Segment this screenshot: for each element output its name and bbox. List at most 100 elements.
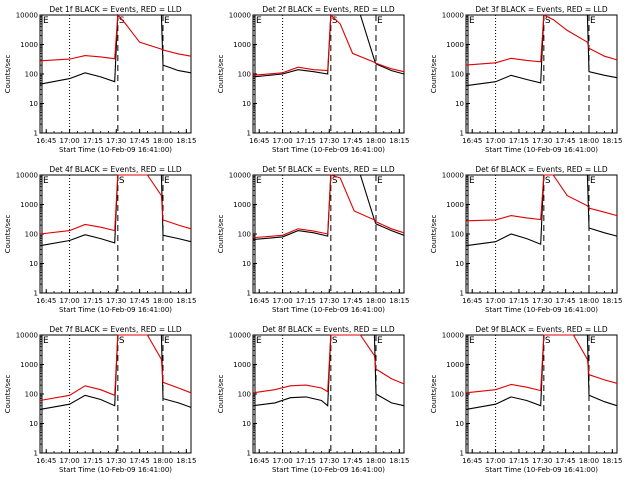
y-tick-label: 100	[25, 71, 38, 79]
x-tick-label: 17:00	[485, 457, 505, 465]
event-marker-label: E	[256, 336, 262, 346]
y-tick-label: 10000	[442, 172, 464, 180]
y-tick-label: 1000	[20, 41, 38, 49]
x-tick-label: 17:00	[59, 137, 79, 145]
x-tick-label: 18:15	[602, 457, 622, 465]
lld-series-line	[252, 174, 405, 239]
x-tick-label: 16:45	[462, 457, 482, 465]
x-tick-label: 17:30	[106, 457, 126, 465]
x-axis-label: Start Time (10-Feb-09 16:41:00)	[485, 306, 598, 314]
y-tick-label: 100	[238, 71, 251, 79]
y-tick-label: 1	[460, 450, 464, 458]
event-marker-label: S	[545, 336, 551, 346]
y-tick-label: 10000	[229, 12, 251, 20]
y-tick-label: 1000	[446, 201, 464, 209]
x-tick-label: 17:15	[509, 137, 529, 145]
x-tick-label: 18:15	[602, 137, 622, 145]
x-tick-label: 17:30	[319, 457, 339, 465]
panel-title: Det 8f BLACK = Events, RED = LLD	[262, 325, 395, 334]
event-marker-label: E	[164, 16, 170, 26]
event-marker-label: E	[590, 176, 596, 186]
event-marker-label: E	[43, 176, 49, 186]
events-series-line	[252, 174, 405, 241]
y-tick-label: 1	[247, 130, 251, 138]
x-tick-label: 17:30	[106, 297, 126, 305]
y-tick-label: 1	[247, 290, 251, 298]
events-series-line	[465, 14, 618, 87]
x-tick-label: 16:45	[249, 297, 269, 305]
event-marker-label: E	[469, 336, 475, 346]
event-marker-label: E	[256, 16, 262, 26]
x-tick-label: 17:45	[130, 137, 150, 145]
y-axis-label: Counts/sec	[4, 215, 12, 254]
event-marker-label: S	[332, 16, 338, 26]
y-tick-label: 10000	[229, 172, 251, 180]
y-tick-label: 100	[451, 71, 464, 79]
y-tick-label: 10	[242, 260, 251, 268]
y-axis-label: Counts/sec	[217, 375, 225, 414]
y-tick-label: 10000	[16, 172, 38, 180]
event-marker-label: S	[332, 336, 338, 346]
y-tick-label: 1000	[233, 361, 251, 369]
x-tick-label: 17:45	[556, 137, 576, 145]
x-axis-label: Start Time (10-Feb-09 16:41:00)	[59, 146, 172, 154]
lightcurve-panel: Det 4f BLACK = Events, RED = LLD 1 10 100 10…	[4, 165, 196, 314]
plot-frame	[252, 14, 405, 134]
y-tick-label: 1	[34, 450, 38, 458]
x-tick-label: 17:00	[272, 457, 292, 465]
x-tick-label: 16:45	[36, 457, 56, 465]
x-tick-label: 17:45	[130, 297, 150, 305]
y-tick-label: 10000	[16, 12, 38, 20]
event-marker-label: S	[119, 176, 125, 186]
panel-title: Det 5f BLACK = Events, RED = LLD	[262, 165, 395, 174]
x-tick-label: 18:15	[176, 297, 196, 305]
y-tick-label: 1	[460, 130, 464, 138]
y-tick-label: 10	[455, 100, 464, 108]
y-tick-label: 10000	[442, 332, 464, 340]
y-tick-label: 1000	[446, 361, 464, 369]
event-marker-label: S	[545, 176, 551, 186]
x-tick-label: 17:15	[509, 297, 529, 305]
y-tick-label: 1000	[233, 201, 251, 209]
events-series-line	[39, 14, 192, 85]
x-axis-label: Start Time (10-Feb-09 16:41:00)	[272, 146, 385, 154]
lld-series-line	[252, 13, 405, 76]
panel-title: Det 2f BLACK = Events, RED = LLD	[262, 5, 395, 14]
x-tick-label: 18:15	[176, 457, 196, 465]
y-axis-label: Counts/sec	[430, 375, 438, 414]
y-tick-label: 100	[25, 231, 38, 239]
y-tick-label: 10	[455, 260, 464, 268]
y-axis-label: Counts/sec	[217, 55, 225, 94]
lld-series-line	[39, 334, 192, 402]
lld-series-line	[39, 13, 192, 62]
event-marker-label: E	[590, 16, 596, 26]
y-tick-label: 10	[455, 420, 464, 428]
x-axis-label: Start Time (10-Feb-09 16:41:00)	[485, 466, 598, 474]
lightcurve-panel: Det 6f BLACK = Events, RED = LLD 1 10 100 10…	[430, 165, 622, 314]
x-tick-label: 17:00	[59, 457, 79, 465]
y-tick-label: 100	[451, 231, 464, 239]
lld-series-line	[465, 174, 618, 222]
lightcurve-panel: Det 9f BLACK = Events, RED = LLD 1 10 100 10…	[430, 325, 622, 474]
x-tick-label: 18:15	[389, 457, 409, 465]
panel-title: Det 4f BLACK = Events, RED = LLD	[49, 165, 182, 174]
lightcurve-panel: Det 2f BLACK = Events, RED = LLD 1 10 100 10…	[217, 5, 409, 154]
x-tick-label: 17:30	[532, 137, 552, 145]
y-tick-label: 10	[29, 420, 38, 428]
y-tick-label: 1	[460, 290, 464, 298]
y-tick-label: 10000	[16, 332, 38, 340]
lld-series-line	[465, 334, 618, 394]
event-marker-label: S	[119, 336, 125, 346]
x-tick-label: 17:30	[532, 297, 552, 305]
x-tick-label: 17:00	[485, 297, 505, 305]
event-marker-label: E	[469, 16, 475, 26]
x-tick-label: 17:30	[532, 457, 552, 465]
x-tick-label: 16:45	[249, 137, 269, 145]
lightcurve-panel: Det 3f BLACK = Events, RED = LLD 1 10 100 10…	[430, 5, 622, 154]
x-tick-label: 17:45	[556, 457, 576, 465]
x-tick-label: 17:15	[83, 297, 103, 305]
x-tick-label: 17:45	[343, 297, 363, 305]
x-tick-label: 16:45	[249, 457, 269, 465]
y-tick-label: 10000	[229, 332, 251, 340]
